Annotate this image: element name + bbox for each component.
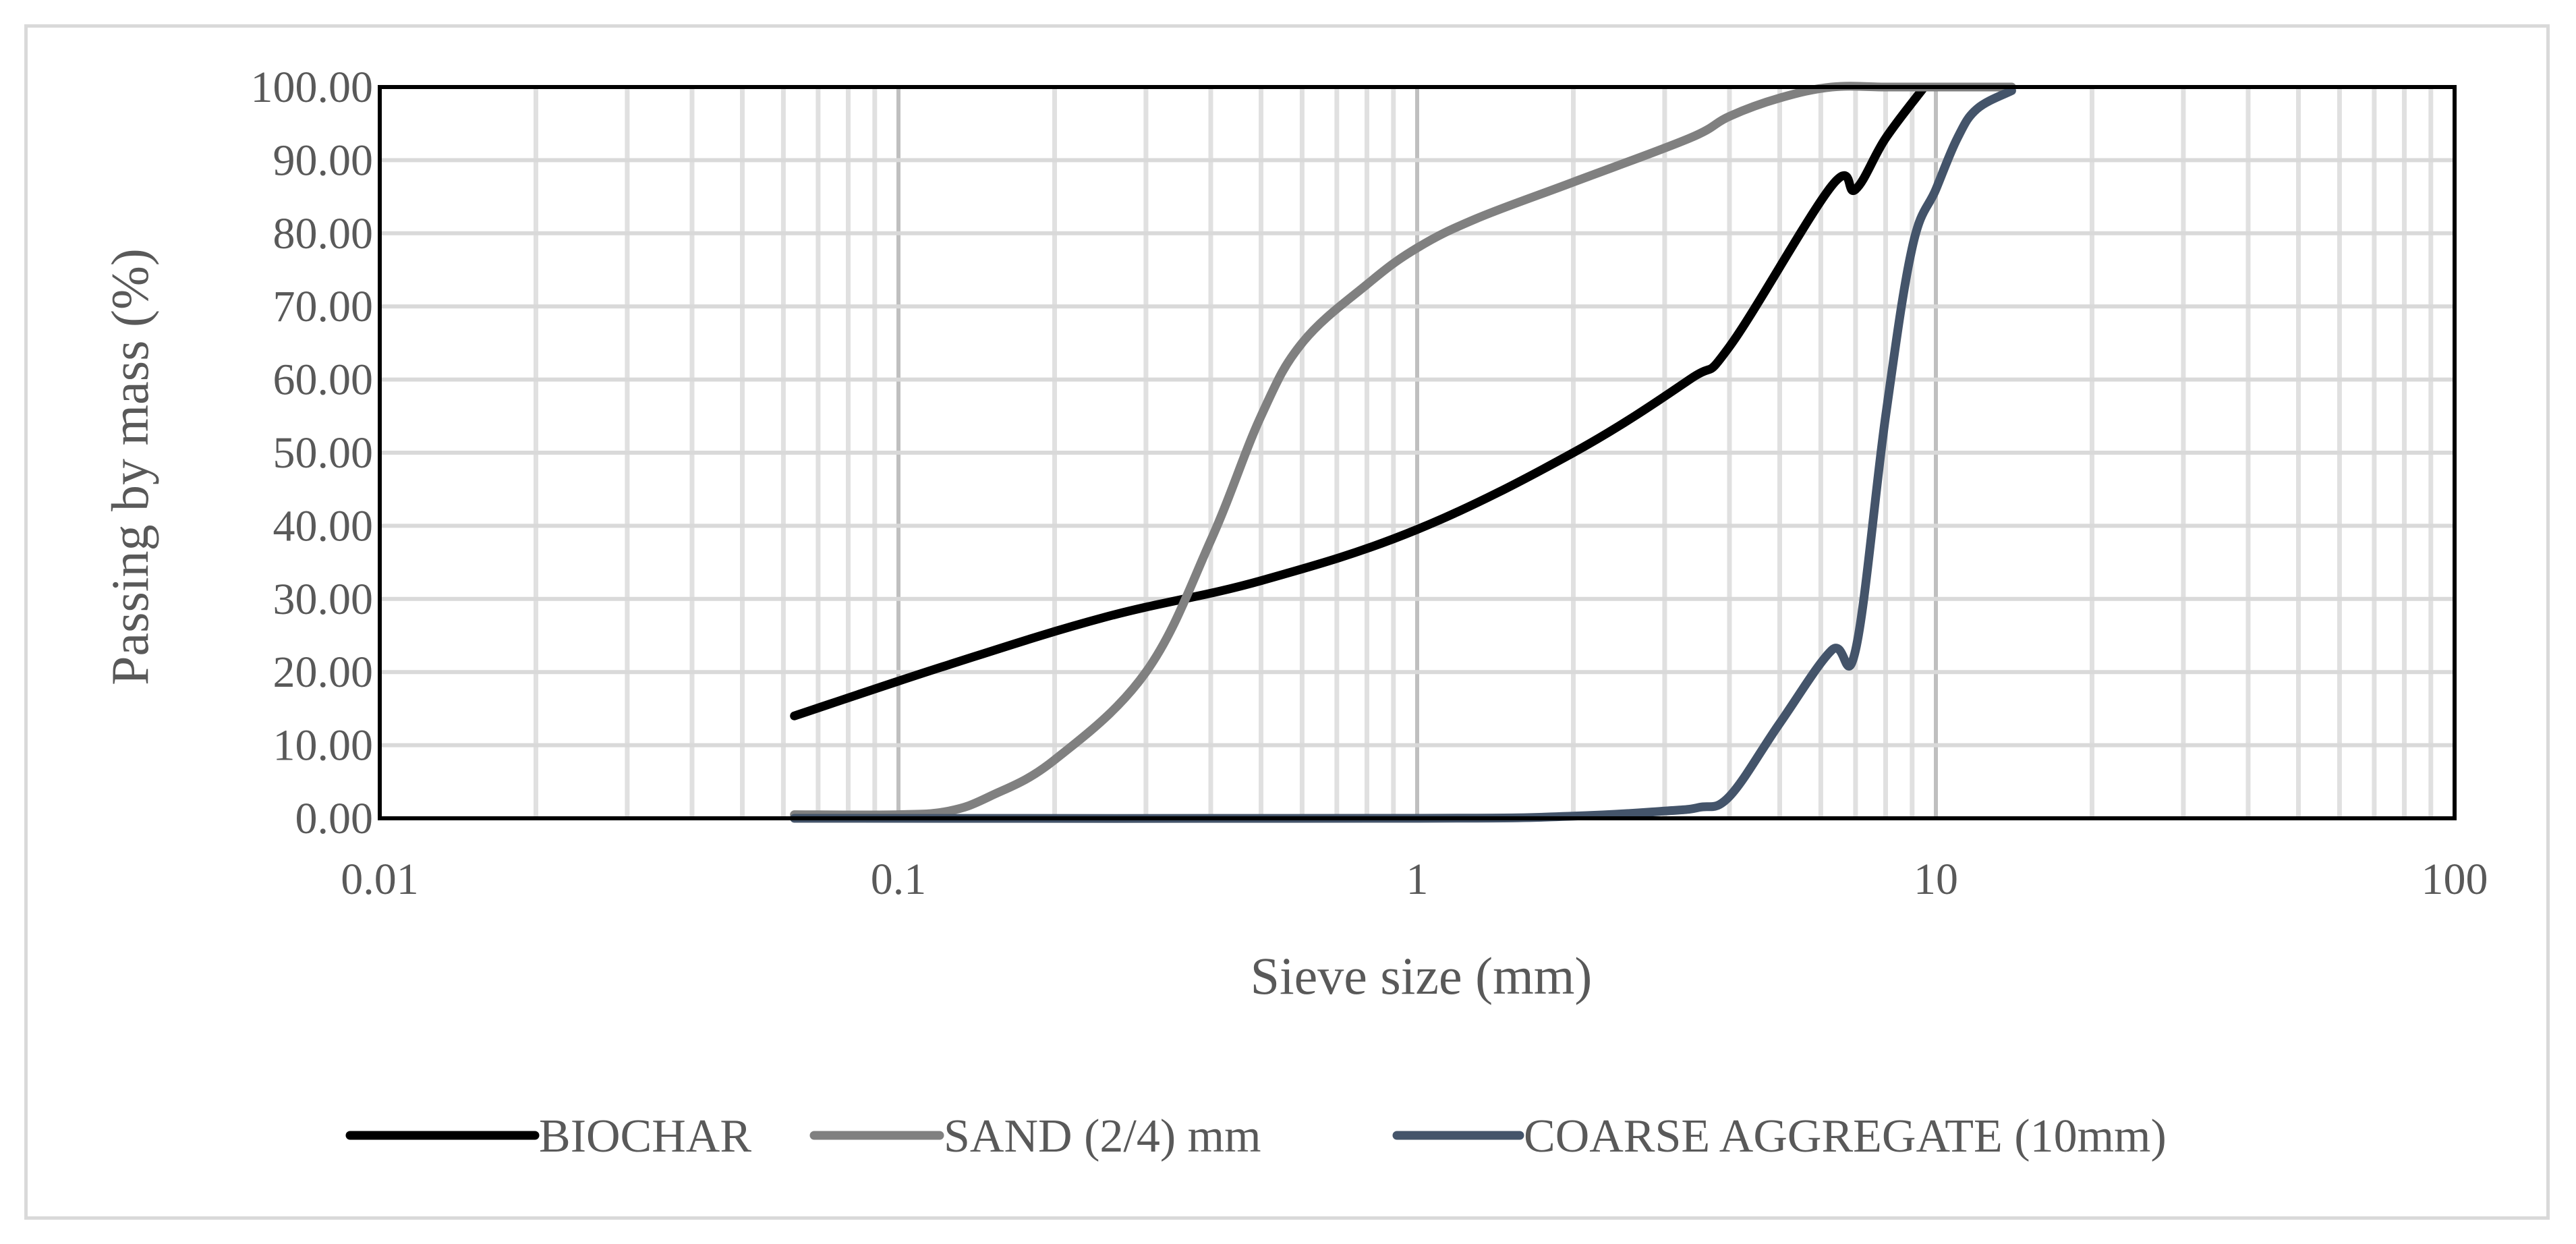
chart-svg: 0.00 10.00 20.00 30.00 40.00 50.00 60.00 70.00 8… [101,63,2488,1162]
y-tick-label: 70.00 [273,282,374,331]
x-tick-label: 1 [1406,855,1429,904]
y-tick-label: 50.00 [273,428,374,478]
x-tick-label: 10 [1914,855,1958,904]
plot-area-border [378,85,2457,820]
x-tick-label: 0.01 [341,855,419,904]
legend-label-3: COARSE AGGREGATE (10mm) [1524,1110,2167,1162]
y-tick-label: 80.00 [273,209,374,258]
grid-layer [378,85,2457,820]
x-tick-label: 0.1 [871,855,927,904]
y-tick-label: 90.00 [273,136,374,185]
y-tick-label: 20.00 [273,648,374,697]
y-tick-label: 10.00 [273,721,374,770]
axis-layer: 0.00 10.00 20.00 30.00 40.00 50.00 60.00 70.00 8… [251,63,2488,904]
series-line-1 [790,82,1929,720]
y-tick-label: 0.00 [295,794,374,843]
chart-frame: 0.00 10.00 20.00 30.00 40.00 50.00 60.00 70.00 8… [24,24,2550,1220]
y-tick-label: 100.00 [251,63,374,112]
x-axis-title: Sieve size (mm) [1251,946,1593,1005]
legend: BIOCHAR SAND (2/4) mm COARSE AGGREGATE (10… [345,1110,2167,1162]
x-tick-label: 100 [2422,855,2488,904]
series-line-2 [790,82,2016,820]
y-tick-label: 60.00 [273,356,374,405]
legend-label-1: BIOCHAR [539,1110,751,1162]
y-axis-title: Passing by mass (%) [101,248,159,685]
legend-label-2: SAND (2/4) mm [944,1110,1261,1162]
y-tick-label: 40.00 [273,501,374,550]
y-tick-label: 30.00 [273,575,374,624]
